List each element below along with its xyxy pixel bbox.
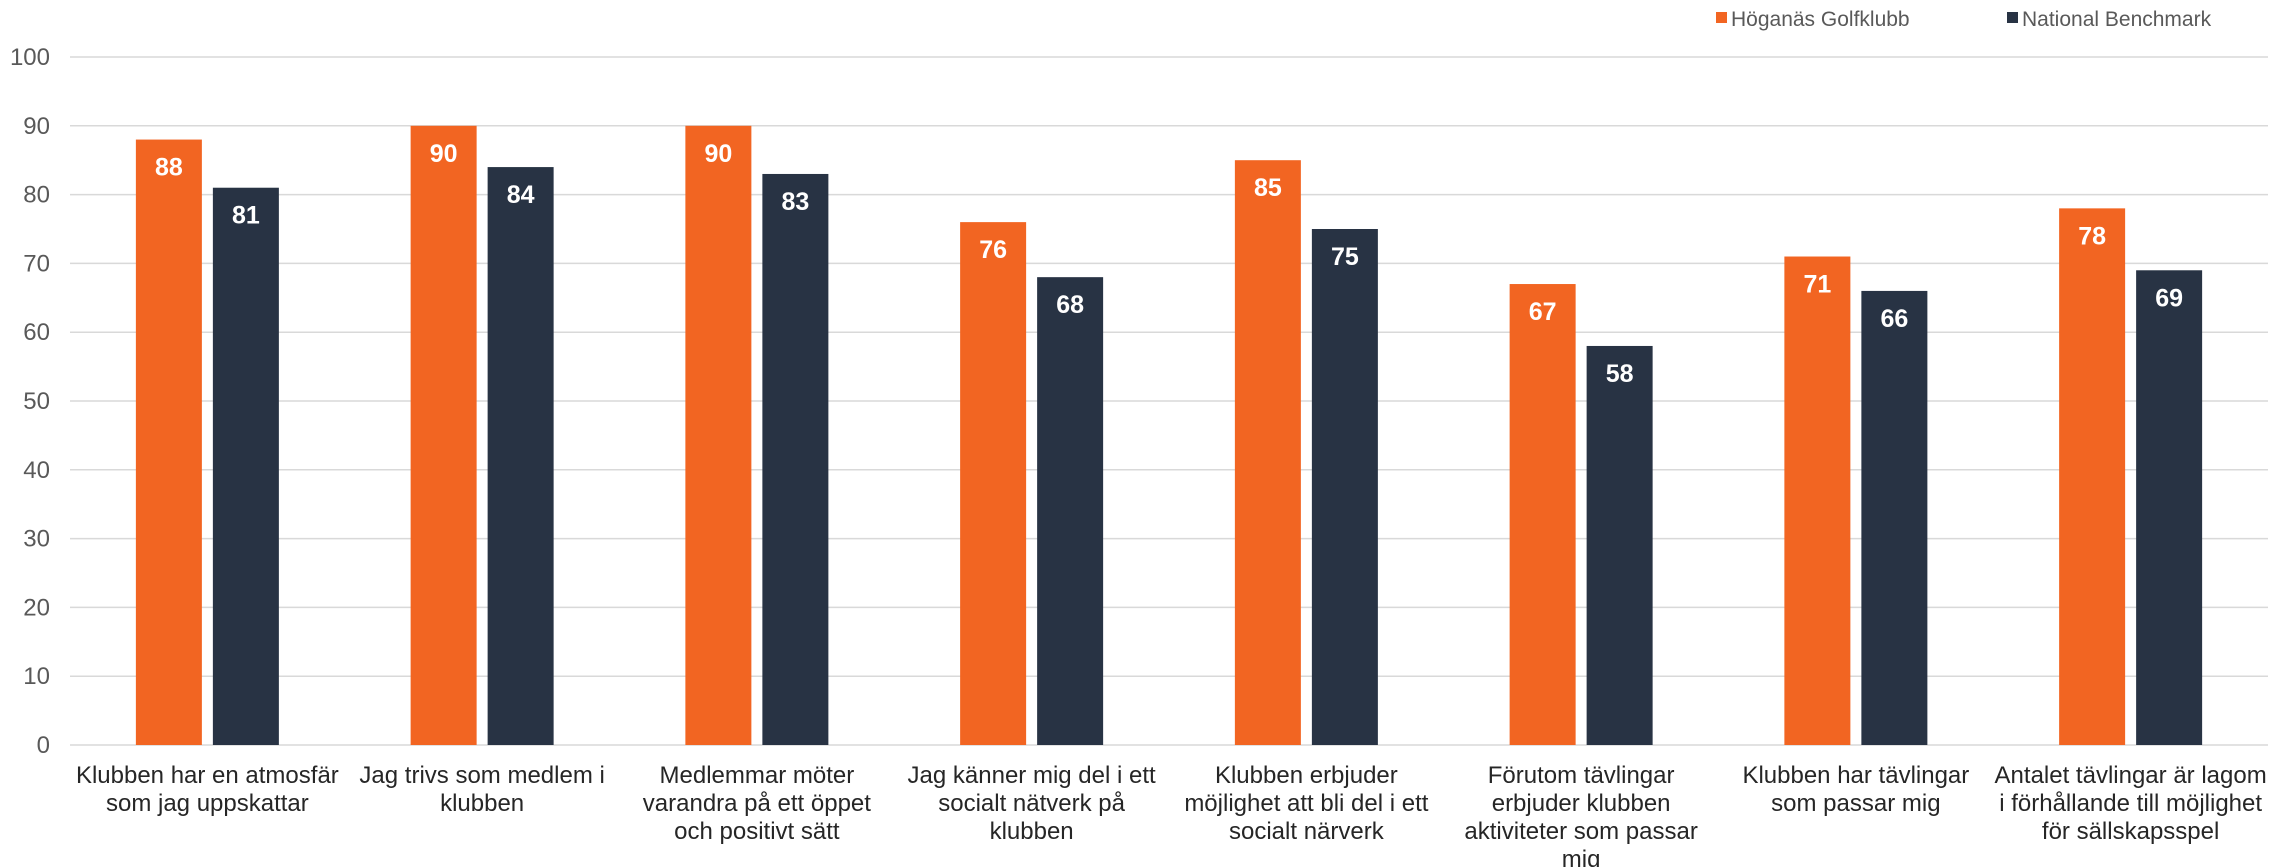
y-tick-label: 60 <box>23 319 50 346</box>
bar-value-label: 81 <box>232 202 260 230</box>
category-label-line: klubben <box>440 790 524 817</box>
legend-swatch <box>2007 12 2018 23</box>
bar-value-label: 76 <box>979 236 1007 264</box>
category-label-line: i förhållande till möjlighet <box>1999 790 2262 817</box>
bar-benchmark <box>1037 277 1104 745</box>
bar-value-label: 83 <box>781 188 809 216</box>
bar-value-label: 90 <box>704 140 732 168</box>
category-label-line: socialt närverk <box>1229 818 1385 845</box>
x-axis-categories: Klubben har en atmosfär som jag uppskatta… <box>76 762 2267 867</box>
bar-hoganas <box>1234 160 1301 745</box>
bar-hoganas <box>410 125 477 746</box>
y-tick-label: 90 <box>23 113 50 140</box>
category-label: Klubben erbjuder möjlighet att bli del i … <box>1184 762 1428 845</box>
bar-benchmark <box>1311 229 1378 745</box>
category-label-line: som jag uppskattar <box>106 790 309 817</box>
y-tick-label: 70 <box>23 250 50 277</box>
category-label: Förutom tävlingar erbjuder klubben aktivit… <box>1464 762 1697 867</box>
category-label-line: Klubben erbjuder <box>1215 762 1398 789</box>
bar-value-label: 90 <box>430 140 458 168</box>
bar-value-label: 58 <box>1606 360 1634 388</box>
category-label-line: mig <box>1562 846 1601 867</box>
category-label: Klubben har en atmosfär som jag uppskatta… <box>76 762 339 817</box>
category-label-line: för sällskapsspel <box>2042 818 2219 845</box>
category-label-line: Jag trivs som medlem i <box>359 762 604 789</box>
y-tick-label: 30 <box>23 526 50 553</box>
gridlines <box>70 56 2268 746</box>
bar-hoganas <box>1784 256 1851 745</box>
bar-hoganas <box>1509 284 1576 745</box>
data-labels: 88 81 90 84 90 83 76 68 85 75 67 58 71 66 78 69 <box>155 140 2183 388</box>
y-tick-label: 0 <box>37 732 50 759</box>
bar-value-label: 85 <box>1254 174 1282 202</box>
y-tick-label: 50 <box>23 388 50 415</box>
bar-hoganas <box>960 222 1027 745</box>
category-label: Jag känner mig del i ett socialt nätverk … <box>908 762 1156 845</box>
bar-benchmark <box>1586 345 1653 745</box>
y-tick-label: 40 <box>23 457 50 484</box>
y-axis-ticks: 0 10 20 30 40 50 60 70 80 90 100 <box>10 44 50 759</box>
bar-hoganas <box>685 125 752 746</box>
y-tick-label: 20 <box>23 594 50 621</box>
y-tick-label: 10 <box>23 663 50 690</box>
category-label-line: Klubben har tävlingar <box>1742 762 1969 789</box>
legend-swatch <box>1716 12 1727 23</box>
y-tick-label: 80 <box>23 182 50 209</box>
bar-value-label: 88 <box>155 154 183 182</box>
bar-value-label: 84 <box>507 181 535 209</box>
bar-benchmark <box>212 187 279 746</box>
bar-value-label: 66 <box>1880 305 1908 333</box>
category-label-line: Antalet tävlingar är lagom <box>1995 762 2267 789</box>
bar-benchmark <box>762 173 829 745</box>
category-label-line: varandra på ett öppet <box>643 790 871 817</box>
y-tick-label: 100 <box>10 44 50 71</box>
bar-value-label: 78 <box>2078 222 2106 250</box>
category-label-line: Förutom tävlingar <box>1488 762 1675 789</box>
bar-benchmark <box>1861 290 1928 745</box>
bar-value-label: 69 <box>2155 284 2183 312</box>
category-label-line: aktiviteter som passar <box>1464 818 1697 845</box>
bar-benchmark <box>2136 270 2203 745</box>
category-label: Jag trivs som medlem i klubben <box>359 762 604 817</box>
category-label-line: erbjuder klubben <box>1492 790 1671 817</box>
bar-value-label: 71 <box>1803 271 1831 299</box>
category-label-line: som passar mig <box>1771 790 1940 817</box>
category-label-line: klubben <box>990 818 1074 845</box>
category-label-line: och positivt sätt <box>674 818 840 845</box>
category-label-line: Klubben har en atmosfär <box>76 762 339 789</box>
bar-value-label: 68 <box>1056 291 1084 319</box>
bar-hoganas <box>135 139 202 745</box>
category-label: Antalet tävlingar är lagom i förhållande … <box>1995 762 2267 845</box>
category-label: Klubben har tävlingar som passar mig <box>1742 762 1969 817</box>
bar-value-label: 75 <box>1331 243 1359 271</box>
legend-label: Höganäs Golfklubb <box>1731 8 1910 31</box>
category-label-line: socialt nätverk på <box>938 790 1125 817</box>
category-label-line: möjlighet att bli del i ett <box>1184 790 1428 817</box>
bar-benchmark <box>487 167 554 745</box>
bar-value-label: 67 <box>1529 298 1557 326</box>
category-label-line: Jag känner mig del i ett <box>908 762 1156 789</box>
legend-label: National Benchmark <box>2022 8 2212 31</box>
bar-hoganas <box>2059 208 2126 746</box>
bars <box>135 125 2203 746</box>
legend: Höganäs Golfklubb National Benchmark <box>1716 8 2212 31</box>
category-label-line: Medlemmar möter <box>660 762 855 789</box>
category-label: Medlemmar möter varandra på ett öppet och … <box>643 762 871 845</box>
